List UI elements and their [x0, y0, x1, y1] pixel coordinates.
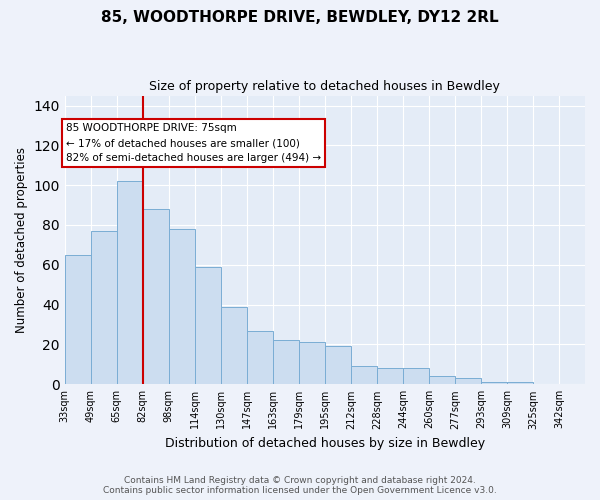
Bar	[299, 342, 325, 384]
Bar	[195, 267, 221, 384]
Bar	[169, 229, 195, 384]
Bar	[377, 368, 403, 384]
Bar	[351, 366, 377, 384]
X-axis label: Distribution of detached houses by size in Bewdley: Distribution of detached houses by size …	[165, 437, 485, 450]
Y-axis label: Number of detached properties: Number of detached properties	[15, 147, 28, 333]
Bar	[247, 330, 273, 384]
Text: 85 WOODTHORPE DRIVE: 75sqm
← 17% of detached houses are smaller (100)
82% of sem: 85 WOODTHORPE DRIVE: 75sqm ← 17% of deta…	[66, 124, 321, 163]
Title: Size of property relative to detached houses in Bewdley: Size of property relative to detached ho…	[149, 80, 500, 93]
Bar	[273, 340, 299, 384]
Bar	[117, 181, 143, 384]
Bar	[455, 378, 481, 384]
Bar	[507, 382, 533, 384]
Bar	[403, 368, 429, 384]
Text: Contains HM Land Registry data © Crown copyright and database right 2024.
Contai: Contains HM Land Registry data © Crown c…	[103, 476, 497, 495]
Bar	[429, 376, 455, 384]
Bar	[221, 306, 247, 384]
Text: 85, WOODTHORPE DRIVE, BEWDLEY, DY12 2RL: 85, WOODTHORPE DRIVE, BEWDLEY, DY12 2RL	[101, 10, 499, 25]
Bar	[65, 255, 91, 384]
Bar	[325, 346, 351, 385]
Bar	[143, 209, 169, 384]
Bar	[91, 231, 117, 384]
Bar	[481, 382, 507, 384]
